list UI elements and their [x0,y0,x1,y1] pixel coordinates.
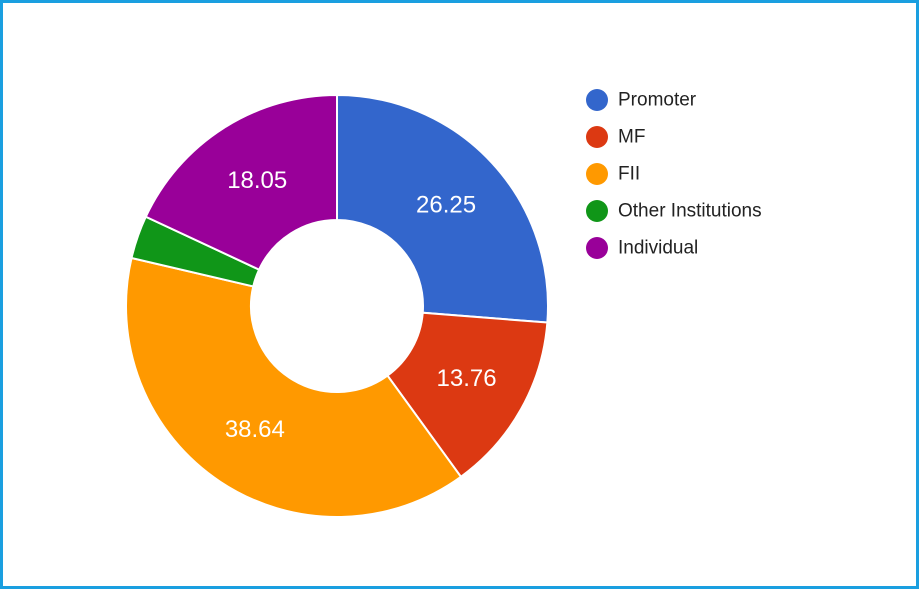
legend-marker-fii [586,163,608,185]
chart-legend: Promoter MF FII Other Institutions Individua… [586,89,762,259]
legend-marker-mf [586,126,608,148]
slice-fii[interactable] [125,256,463,518]
legend-marker-promoter [586,89,608,111]
slice-mf[interactable] [386,311,549,479]
slice-label-mf: 13.76 [437,365,497,392]
slice-promoter[interactable] [336,93,549,324]
legend-marker-individual [586,237,608,259]
legend-marker-other-institutions [586,200,608,222]
legend-label-promoter[interactable]: Promoter [618,90,697,111]
legend-label-mf[interactable]: MF [618,127,645,148]
slice-label-promoter: 26.25 [416,192,476,219]
legend-label-fii[interactable]: FII [618,164,640,185]
chart-slice-labels: 26.25 13.76 38.64 18.05 [225,167,497,443]
legend-label-other-institutions[interactable]: Other Institutions [618,201,762,222]
legend-label-individual[interactable]: Individual [618,238,698,259]
chart-slices [125,93,549,518]
slice-label-individual: 18.05 [227,167,287,194]
slice-label-fii: 38.64 [225,416,285,443]
slice-individual[interactable] [144,93,338,271]
